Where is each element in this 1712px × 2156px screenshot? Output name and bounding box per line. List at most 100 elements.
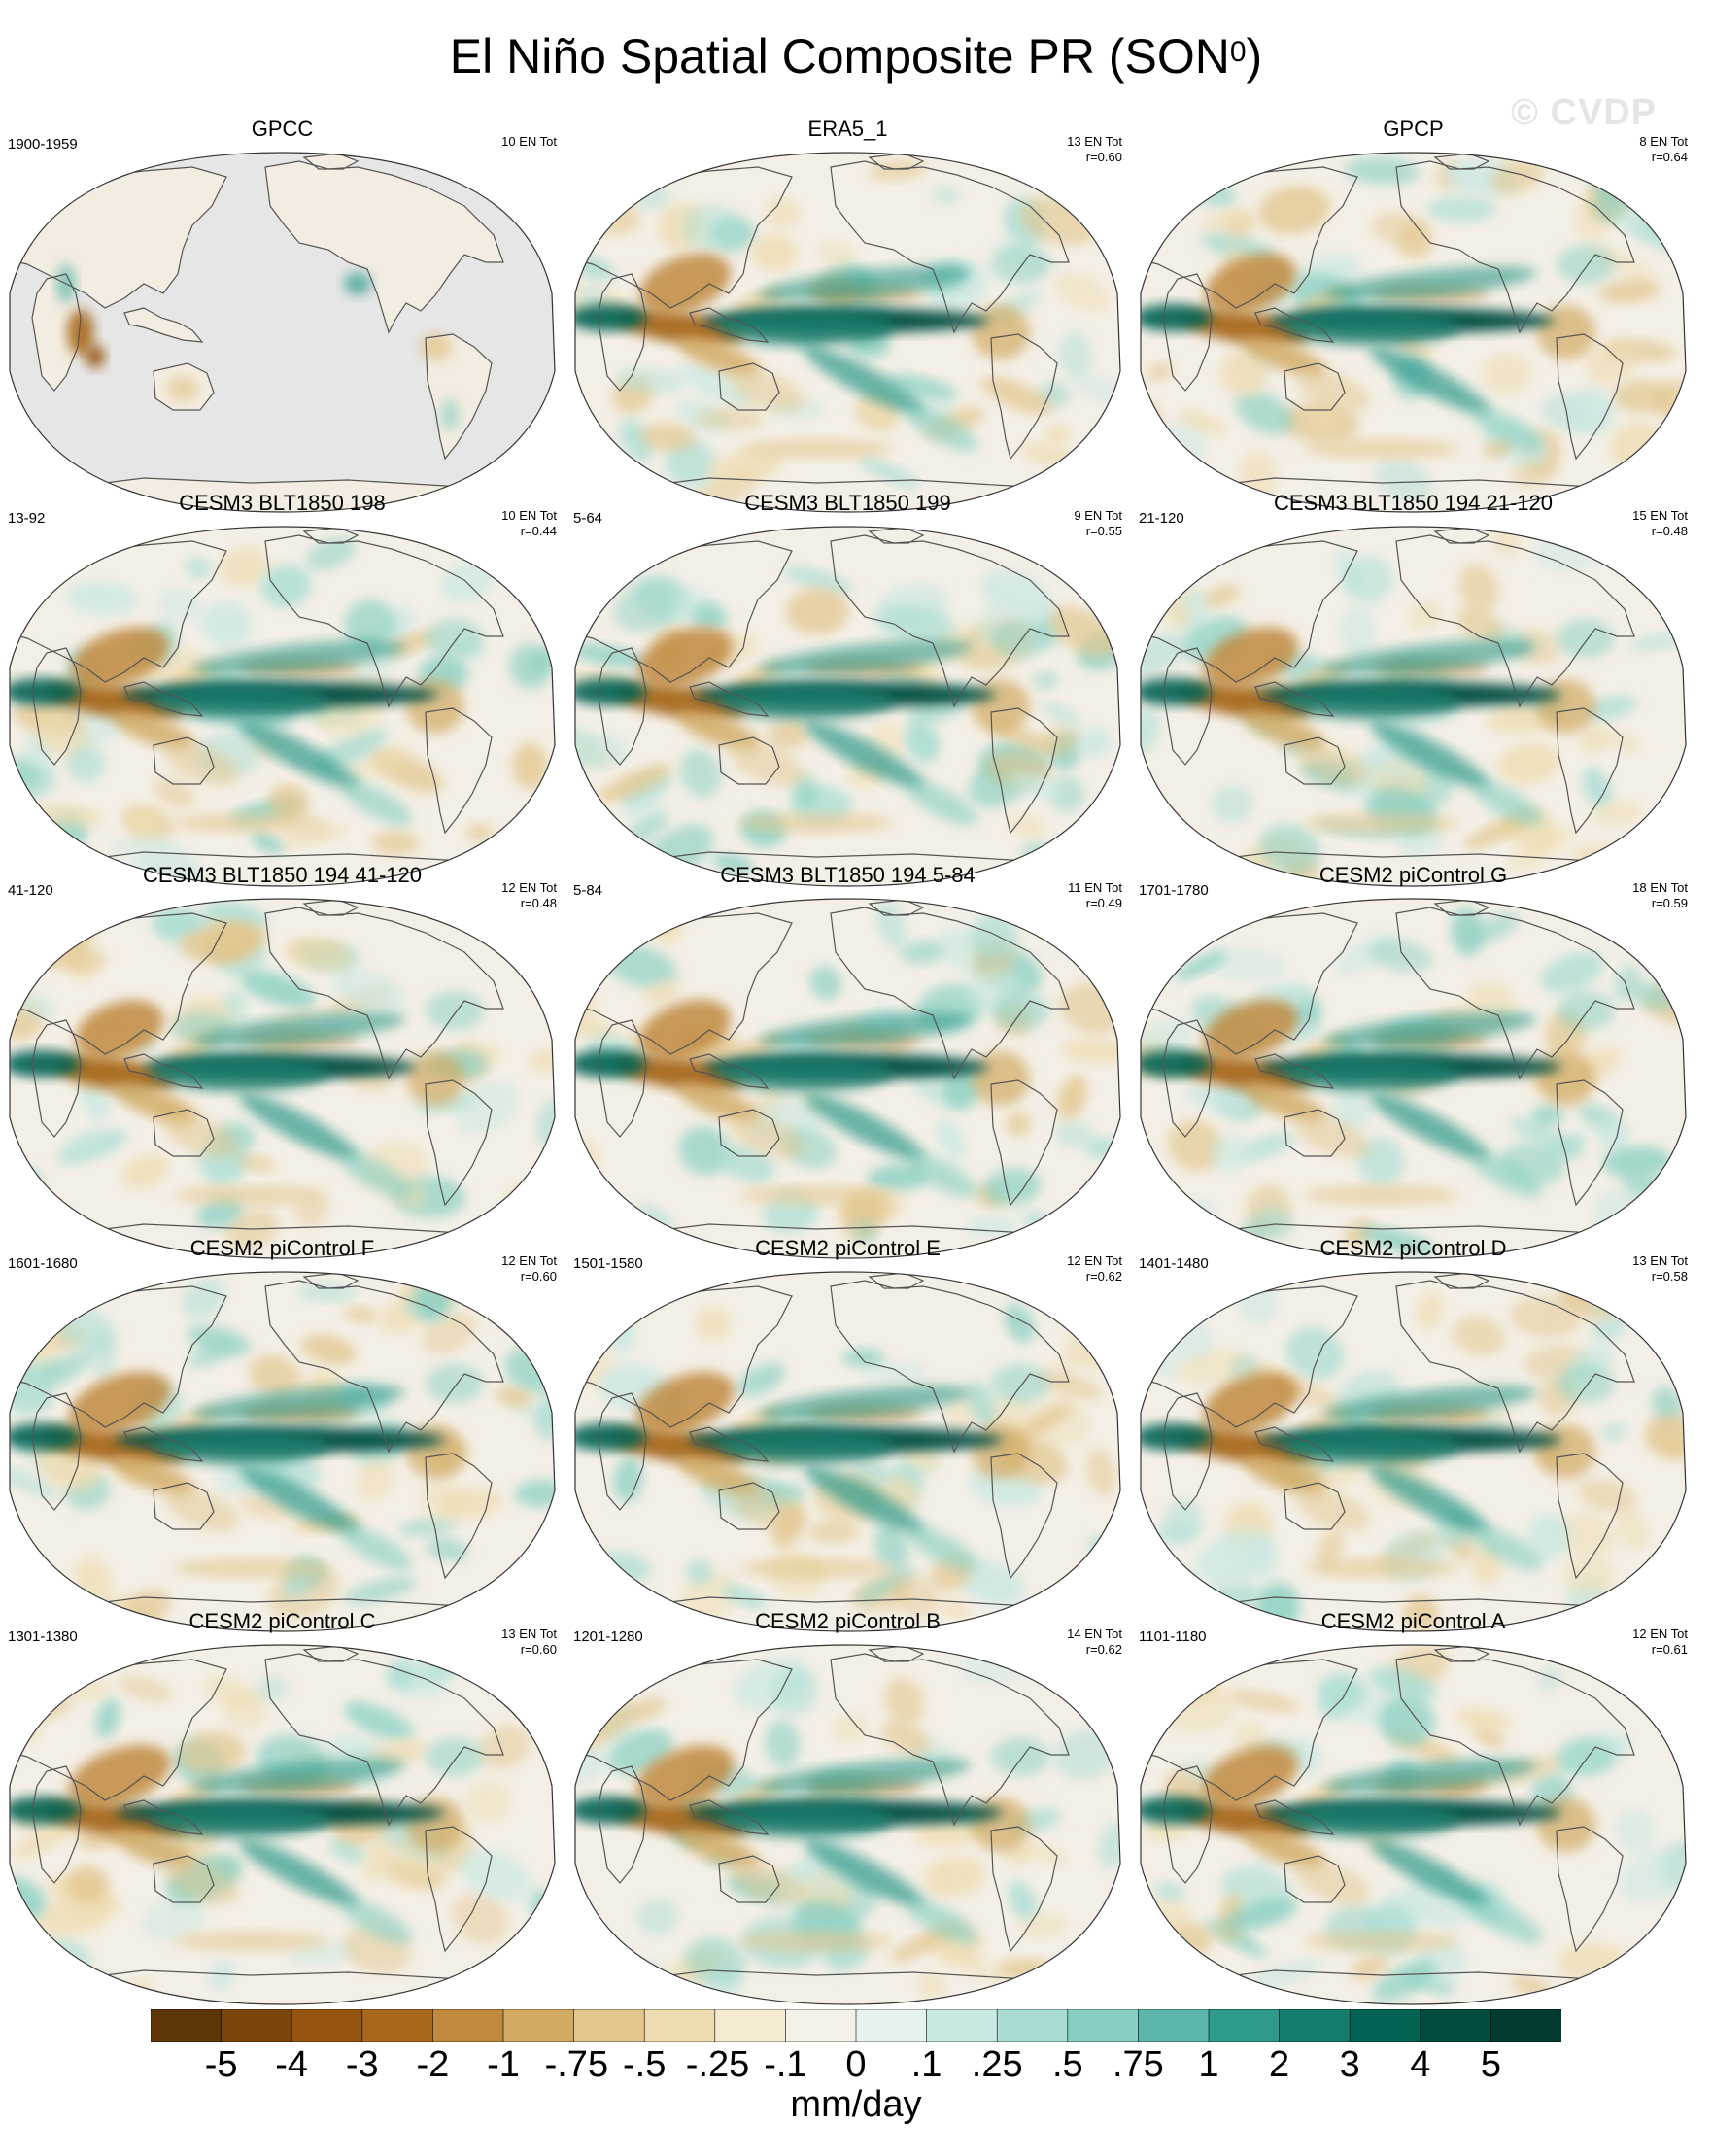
background-anomaly — [180, 920, 257, 964]
background-anomaly — [69, 1126, 104, 1151]
panel-period: 13-92 — [8, 510, 46, 527]
background-anomaly — [640, 423, 696, 452]
panel-title: CESM2 piControl F — [189, 1236, 375, 1260]
background-anomaly — [1581, 695, 1637, 721]
background-anomaly — [1490, 529, 1522, 556]
wet-anomaly — [907, 1526, 977, 1571]
pattern-correlation: r=0.62 — [1085, 1642, 1122, 1657]
wet-anomaly — [1473, 781, 1543, 826]
wet-anomaly — [1369, 1092, 1491, 1162]
background-anomaly — [512, 742, 548, 790]
event-count: 14 EN Tot — [1067, 1626, 1122, 1641]
background-anomaly — [1540, 952, 1604, 993]
pattern-correlation: r=0.55 — [1085, 524, 1122, 538]
background-anomaly — [344, 1577, 417, 1604]
pattern-correlation: r=0.44 — [520, 524, 557, 538]
dry-anomaly — [1203, 1372, 1298, 1434]
dry-anomaly — [173, 1932, 328, 1951]
panel-period: 1601-1680 — [8, 1255, 78, 1272]
wet-anomaly — [991, 1737, 1049, 1776]
background-anomaly — [600, 1284, 645, 1316]
panel-stats: 13 EN Tot r=0.60 — [1067, 134, 1122, 165]
background-anomaly — [1244, 1539, 1281, 1580]
background-anomaly — [1625, 527, 1686, 568]
dry-anomaly — [1295, 1115, 1371, 1158]
coastlines — [575, 527, 1079, 886]
coastlines — [10, 1645, 514, 2004]
wet-anomaly — [342, 1899, 412, 1944]
background-anomaly — [240, 971, 316, 1009]
background-anomaly — [1339, 606, 1376, 656]
background-anomaly — [370, 1738, 428, 1765]
background-anomaly — [1451, 907, 1484, 957]
event-count: 18 EN Tot — [1632, 880, 1688, 895]
background-anomaly — [721, 1585, 768, 1609]
wet-anomaly — [1141, 678, 1212, 705]
colorbar-swatch — [1208, 2009, 1281, 2042]
background-anomaly — [1097, 1821, 1120, 1868]
colorbar-tick-label: -2 — [416, 2044, 450, 2085]
wet-anomaly — [1323, 1011, 1537, 1048]
dry-anomaly — [164, 1862, 240, 1904]
event-count: 13 EN Tot — [1632, 1253, 1688, 1268]
background-anomaly — [1591, 1313, 1628, 1342]
background-anomaly — [1372, 1959, 1438, 2002]
background-anomaly — [1455, 1708, 1512, 1731]
background-anomaly — [118, 1676, 173, 1702]
background-anomaly — [94, 1697, 121, 1739]
background-anomaly — [1628, 167, 1686, 209]
wet-anomaly — [575, 1050, 646, 1078]
background-anomaly — [185, 556, 212, 580]
background-anomaly — [1558, 1512, 1615, 1559]
background-anomaly — [1407, 600, 1444, 630]
background-anomaly — [644, 979, 680, 1005]
background-anomaly — [344, 1306, 379, 1323]
background-anomaly — [1053, 1120, 1094, 1148]
background-anomaly — [153, 778, 196, 808]
map-panel: CESM2 piControl G 1701-1780 18 EN Tot r=0.5… — [1139, 863, 1688, 1259]
background-anomaly — [833, 1714, 869, 1742]
background-anomaly — [141, 1898, 207, 1940]
map-panel: ERA5_1 13 EN Tot r=0.60 — [573, 117, 1122, 513]
dry-anomaly — [164, 1115, 240, 1158]
map-field — [575, 527, 1120, 886]
map-outline — [9, 898, 556, 1259]
dry-anomaly — [972, 679, 1030, 734]
background-anomaly — [1316, 1530, 1345, 1569]
colorbar-tick-label: -.5 — [623, 2044, 667, 2085]
dry-anomaly — [406, 679, 464, 734]
background-anomaly — [585, 163, 630, 189]
background-anomaly — [770, 1668, 818, 1716]
dry-anomaly — [164, 1489, 240, 1531]
panel-title: CESM3 BLT1850 194 41-120 — [143, 863, 422, 887]
panel-stats: 13 EN Tot r=0.60 — [501, 1626, 557, 1658]
background-anomaly — [806, 1520, 860, 1544]
colorbar-swatch — [855, 2009, 928, 2042]
map-panel: CESM3 BLT1850 194 41-120 41-120 12 EN Tot r… — [8, 863, 557, 1259]
event-count: 9 EN Tot — [1074, 508, 1122, 523]
map-field — [575, 153, 1120, 512]
colorbar-swatch — [361, 2009, 434, 2042]
colorbar-swatch — [1138, 2009, 1210, 2042]
pattern-correlation: r=0.60 — [1085, 150, 1122, 164]
background-anomaly — [1615, 964, 1640, 1001]
map-field — [1141, 527, 1686, 886]
background-anomaly — [345, 1701, 416, 1741]
background-anomaly — [1582, 768, 1613, 808]
background-anomaly — [767, 719, 810, 750]
panel-title: GPCP — [1383, 117, 1444, 141]
colorbar-swatch — [1279, 2009, 1351, 2042]
background-anomaly — [932, 186, 961, 205]
precip-anomaly-map — [574, 152, 1121, 513]
wet-anomaly — [10, 1050, 81, 1078]
background-anomaly — [1615, 1507, 1649, 1551]
precip-anomaly-map — [9, 898, 556, 1259]
colorbar-tick-label: 4 — [1410, 2044, 1431, 2085]
panel-stats: 10 EN Tot — [501, 134, 557, 150]
background-anomaly — [1234, 1720, 1267, 1753]
wet-anomaly — [991, 1364, 1049, 1403]
background-anomaly — [1577, 1479, 1637, 1512]
panel-period: 1900-1959 — [8, 136, 78, 153]
background-anomaly — [1602, 1146, 1672, 1178]
colorbar-swatch — [291, 2009, 363, 2042]
